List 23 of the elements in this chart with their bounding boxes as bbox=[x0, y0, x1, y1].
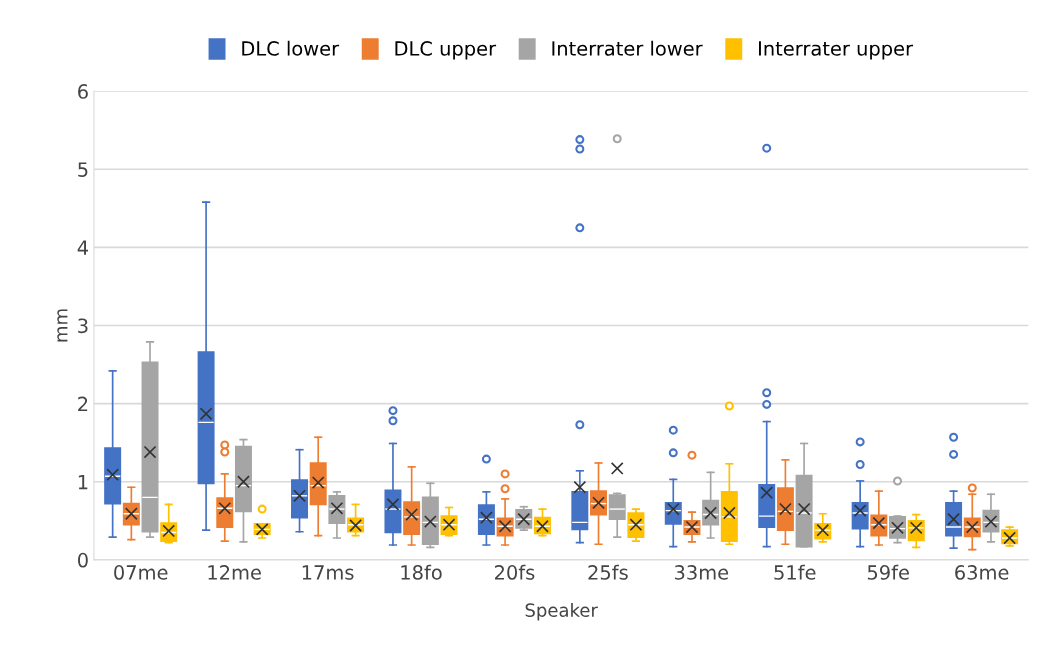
x-tick-label: 12me bbox=[208, 565, 261, 580]
y-tick-label: 0 bbox=[78, 552, 88, 568]
x-tick-label: 25fs bbox=[588, 564, 628, 580]
x-tick-label: 51fe bbox=[774, 564, 816, 580]
y-tick-label: 6 bbox=[78, 84, 88, 99]
y-tick-label: 2 bbox=[78, 396, 88, 412]
x-tick-label: 17ms bbox=[302, 565, 354, 580]
legend-label: DLC upper bbox=[395, 41, 497, 60]
x-tick-label: 07me bbox=[114, 565, 168, 580]
x-tick-label: 63me bbox=[955, 565, 1009, 580]
y-tick-label: 4 bbox=[77, 240, 89, 255]
y-tick-label: 3 bbox=[78, 318, 88, 334]
legend-label: Interrater lower bbox=[552, 40, 703, 56]
y-axis-title: mm bbox=[57, 309, 68, 342]
legend-label: Interrater upper bbox=[759, 41, 914, 60]
x-tick-label: 20fs bbox=[495, 564, 535, 580]
x-axis-title: Speaker bbox=[525, 602, 598, 621]
x-tick-label: 18fo bbox=[401, 564, 442, 580]
legend-label: DLC lower bbox=[242, 40, 340, 56]
x-tick-label: 59fe bbox=[867, 564, 909, 580]
y-tick-label: 1 bbox=[78, 474, 88, 490]
x-tick-label: 33me bbox=[674, 565, 729, 580]
y-tick-label: 5 bbox=[78, 162, 88, 177]
